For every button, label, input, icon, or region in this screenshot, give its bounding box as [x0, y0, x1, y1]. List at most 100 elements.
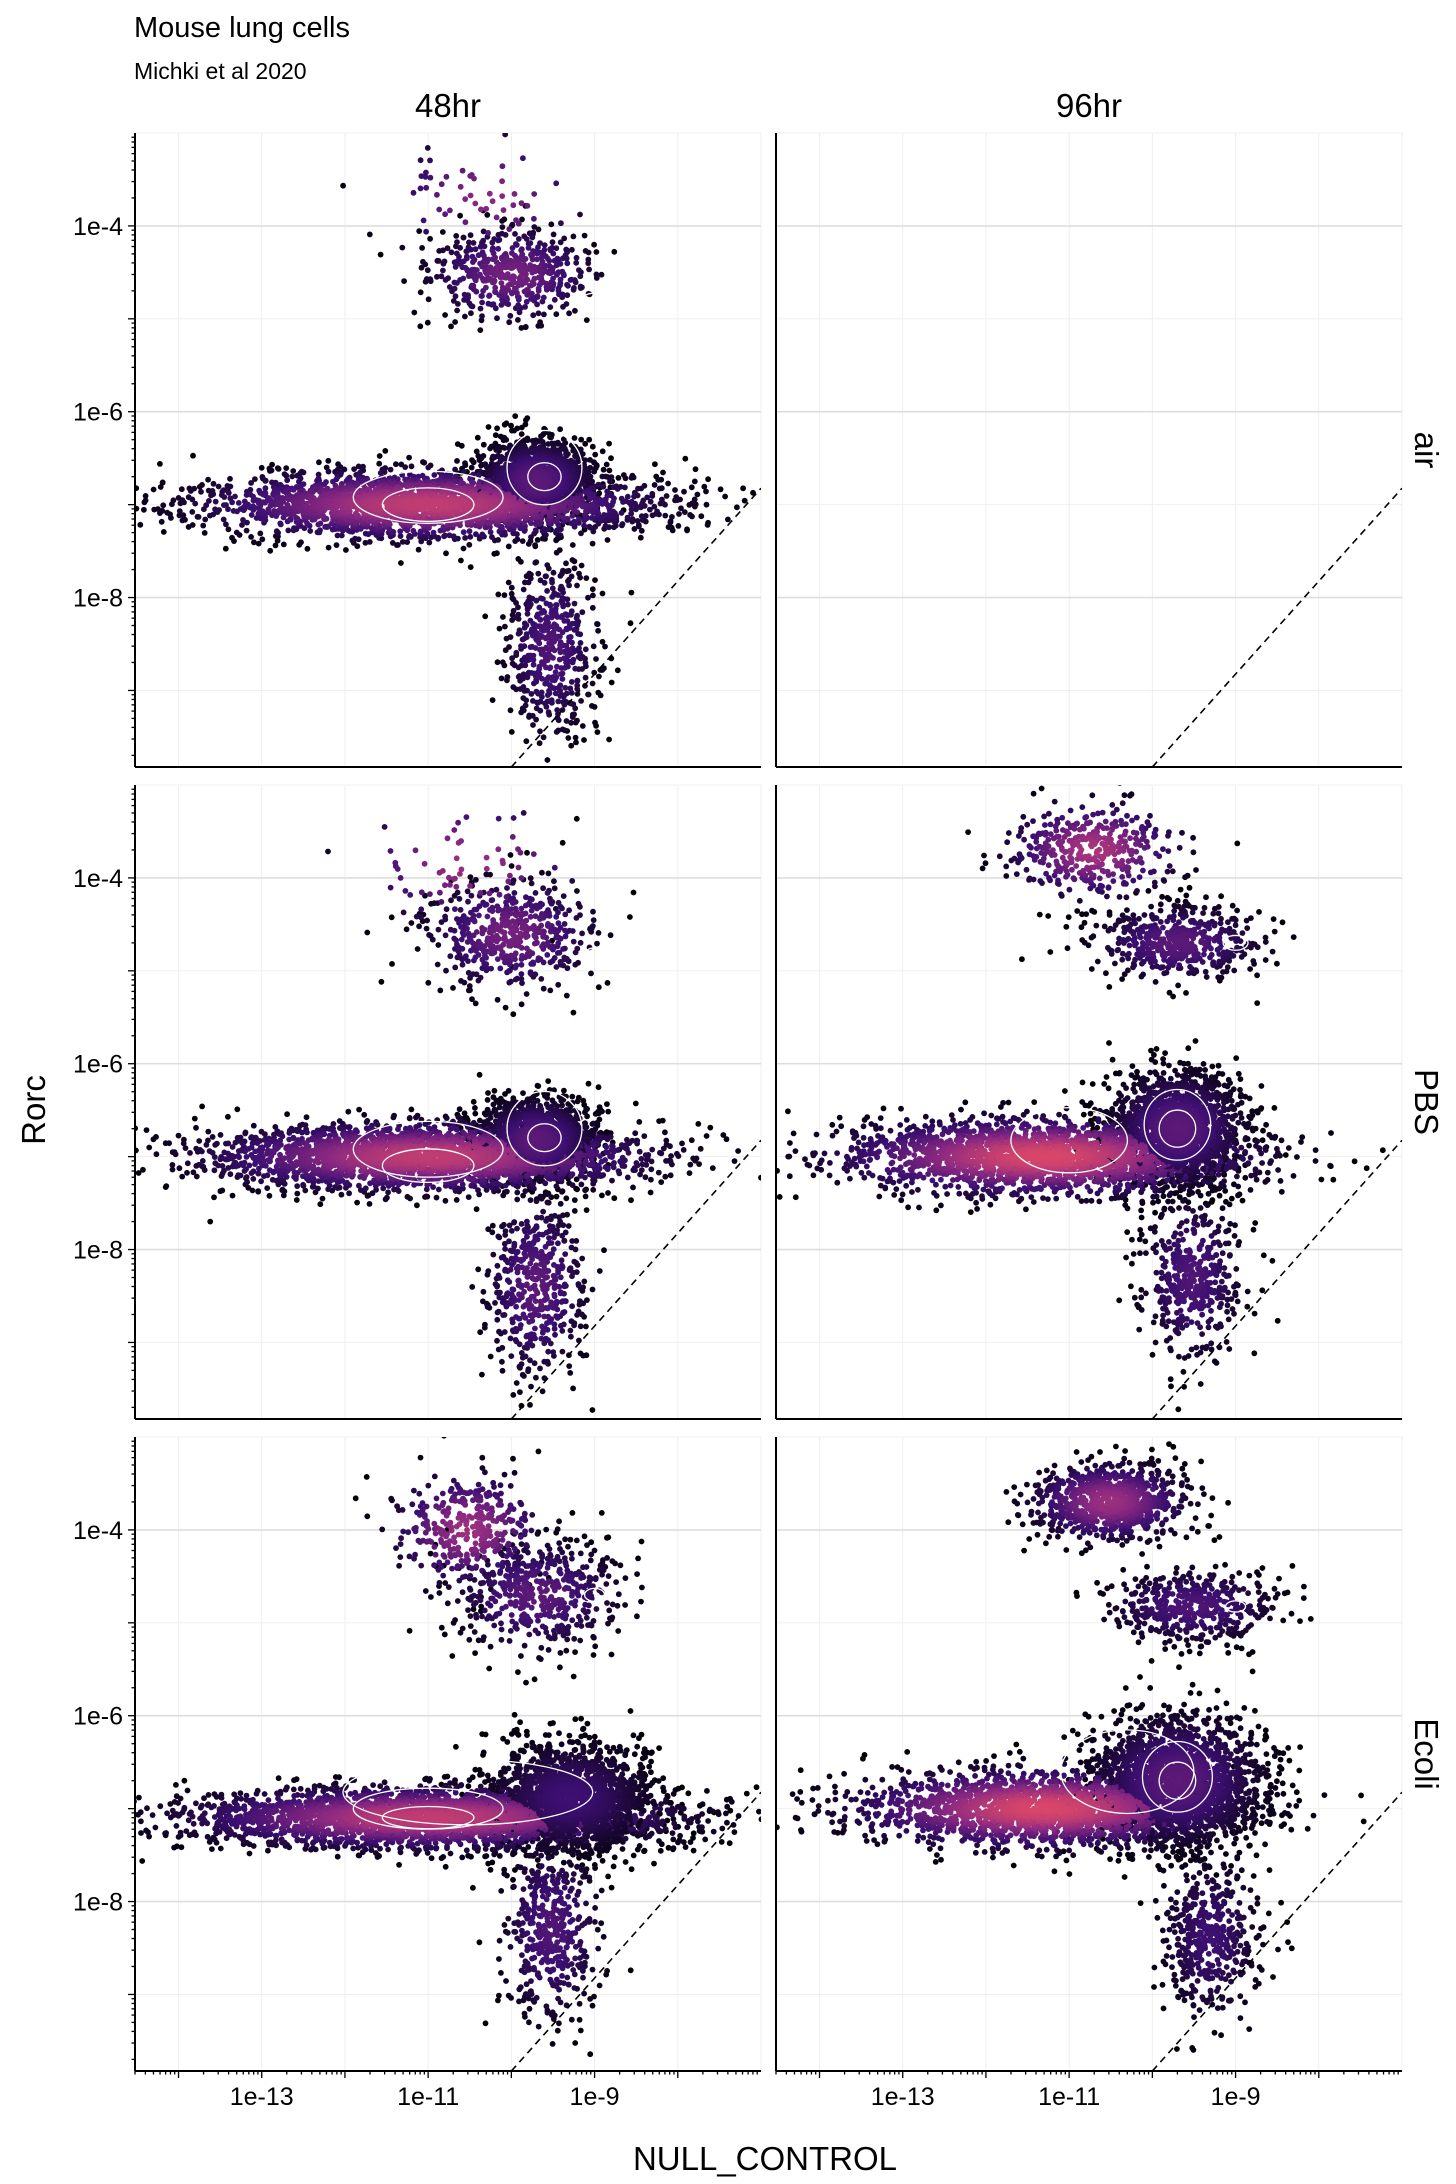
data-point [523, 236, 530, 242]
data-point [259, 508, 266, 514]
data-point [530, 652, 537, 659]
data-point [135, 485, 140, 492]
data-point [243, 527, 250, 534]
data-point [455, 301, 461, 307]
data-point [423, 228, 429, 235]
data-point [562, 684, 569, 691]
data-point [492, 432, 499, 439]
data-point [629, 516, 636, 522]
data-point [552, 669, 559, 675]
data-point [550, 275, 556, 282]
data-point [422, 174, 429, 180]
data-point [307, 528, 314, 534]
data-point [573, 503, 580, 509]
data-point [467, 533, 474, 540]
data-point [551, 257, 558, 264]
data-point [589, 703, 595, 709]
data-point [694, 491, 701, 498]
data-point [511, 427, 518, 434]
data-point [567, 685, 574, 692]
data-point [487, 529, 494, 535]
data-point [393, 461, 399, 468]
data-point [554, 271, 560, 278]
data-point [593, 656, 599, 662]
data-point [725, 516, 731, 523]
data-point [195, 514, 202, 520]
data-point [517, 629, 523, 636]
data-point [499, 193, 506, 200]
data-point [167, 511, 174, 518]
data-point [655, 476, 662, 483]
data-point [608, 474, 615, 480]
data-point [398, 560, 404, 566]
data-point [577, 273, 584, 280]
data-point [417, 528, 424, 535]
data-point [590, 643, 597, 650]
data-point [637, 534, 644, 541]
data-point [352, 535, 358, 542]
data-point [528, 691, 535, 697]
data-point [225, 490, 232, 496]
data-point [142, 497, 149, 504]
data-point [525, 579, 532, 586]
data-point [334, 532, 341, 539]
data-point [494, 425, 500, 432]
data-point [499, 218, 505, 224]
data-point [571, 565, 578, 572]
data-point [155, 506, 161, 512]
data-point [483, 284, 489, 291]
data-point [581, 232, 588, 239]
data-point [672, 487, 678, 493]
data-point [587, 464, 594, 471]
data-point [157, 461, 163, 467]
data-point [569, 557, 576, 563]
data-point [202, 516, 209, 523]
data-point [518, 200, 525, 207]
data-point [555, 727, 562, 734]
data-point [519, 216, 525, 223]
data-point [578, 562, 585, 569]
data-point [424, 145, 431, 151]
data-point [582, 674, 589, 681]
data-point [531, 191, 538, 197]
data-point [598, 271, 605, 278]
data-point [627, 620, 634, 627]
data-point [628, 589, 635, 596]
data-point [442, 211, 448, 218]
data-point [571, 600, 578, 607]
data-point [547, 304, 554, 310]
data-point [593, 271, 600, 278]
data-point [517, 268, 524, 274]
data-point [411, 309, 418, 316]
data-point [470, 240, 477, 246]
data-point [750, 489, 756, 496]
data-point [467, 232, 474, 239]
data-point [595, 481, 602, 488]
data-point [451, 285, 458, 292]
data-point [569, 645, 576, 652]
data-point [460, 545, 467, 552]
data-point [553, 311, 560, 318]
data-point [573, 739, 579, 746]
data-point [430, 529, 437, 536]
data-point [545, 441, 552, 447]
data-point [592, 719, 598, 726]
data-point [573, 254, 580, 261]
data-point [452, 466, 458, 473]
data-point [415, 546, 422, 553]
data-point [513, 686, 520, 693]
data-point [557, 426, 563, 433]
data-point [471, 175, 477, 182]
data-point [560, 589, 566, 596]
data-point [201, 530, 208, 536]
data-point [585, 594, 591, 601]
data-point [187, 488, 194, 494]
data-point [672, 497, 678, 504]
data-point [452, 264, 459, 270]
data-point [577, 283, 584, 290]
data-point [296, 478, 302, 485]
data-point [427, 157, 433, 164]
chart-subtitle: Michki et al 2020 [134, 58, 307, 84]
data-point [501, 445, 508, 451]
data-point [662, 512, 669, 519]
